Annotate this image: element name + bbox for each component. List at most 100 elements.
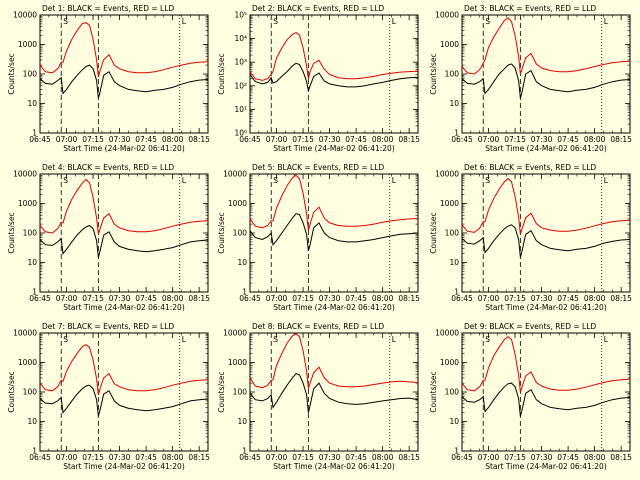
- y-tick-label: 10000: [435, 329, 459, 338]
- x-tick-label: 08:00: [372, 453, 394, 462]
- x-tick-label: 07:45: [557, 294, 579, 303]
- x-tick-label: 07:15: [504, 453, 526, 462]
- y-tick-label: 100: [445, 388, 460, 397]
- lld-series-line: [461, 336, 631, 393]
- y-tick-label: 100: [233, 229, 248, 238]
- plot-frame: [249, 173, 419, 293]
- x-tick-label: 08:15: [398, 294, 420, 303]
- y-tick-label: 1000: [18, 358, 37, 367]
- y-tick-label: 1000: [440, 199, 459, 208]
- panel-title: Det 5: BLACK = Events, RED = LLD: [252, 163, 384, 172]
- y-tick-label: 1000: [18, 40, 37, 49]
- time-marker-label: S: [63, 17, 68, 26]
- detector-panel: Det 3: BLACK = Events, RED = LLD 1 10 100 10…: [429, 4, 632, 153]
- x-tick-label: 08:15: [610, 135, 632, 144]
- x-axis-label: Start Time (24-Mar-02 06:41:20): [273, 462, 395, 471]
- x-tick-label: 06:45: [29, 294, 51, 303]
- x-tick-label: 08:00: [162, 453, 184, 462]
- lld-series-line: [249, 174, 419, 231]
- x-tick-label: 06:45: [451, 453, 473, 462]
- x-tick-label: 06:45: [239, 453, 261, 462]
- x-tick-label: 07:15: [292, 453, 314, 462]
- x-tick-label: 07:00: [56, 135, 78, 144]
- x-axis-label: Start Time (24-Mar-02 06:41:20): [485, 303, 607, 312]
- y-axis-label: Counts/sec: [217, 212, 226, 253]
- y-tick-label: 1000: [440, 358, 459, 367]
- y-axis-label: Counts/sec: [429, 371, 438, 412]
- events-series-line: [461, 382, 631, 417]
- lld-series-line: [461, 177, 631, 235]
- time-marker-label: S: [273, 17, 278, 26]
- y-tick-label: 1000: [228, 199, 247, 208]
- x-axis-label: Start Time (24-Mar-02 06:41:20): [485, 462, 607, 471]
- time-marker-label: L: [182, 17, 187, 26]
- time-marker-label: S: [485, 176, 490, 185]
- plot-frame: [39, 173, 209, 293]
- panel-title: Det 2: BLACK = Events, RED = LLD: [252, 4, 384, 13]
- x-tick-label: 07:00: [266, 294, 288, 303]
- x-tick-label: 07:30: [531, 135, 553, 144]
- events-series-line: [461, 63, 631, 99]
- y-tick-label: 10: [237, 417, 247, 426]
- lld-series-line: [461, 17, 631, 75]
- y-tick-label: 10⁰: [234, 129, 247, 138]
- x-axis-label: Start Time (24-Mar-02 06:41:20): [485, 144, 607, 153]
- y-tick-label: 1: [32, 129, 37, 138]
- y-axis-label: Counts/sec: [429, 212, 438, 253]
- y-tick-label: 10: [449, 99, 459, 108]
- x-tick-label: 08:00: [162, 294, 184, 303]
- y-tick-label: 1: [454, 447, 459, 456]
- y-axis-label: Counts/sec: [7, 212, 16, 253]
- plot-frame: [249, 14, 419, 134]
- time-marker-label: L: [392, 335, 397, 344]
- detector-panel: Det 1: BLACK = Events, RED = LLD 1 10 100 10…: [7, 4, 210, 153]
- x-tick-label: 07:15: [82, 453, 104, 462]
- time-marker-label: L: [392, 176, 397, 185]
- x-tick-label: 07:15: [82, 294, 104, 303]
- x-tick-label: 08:15: [188, 135, 210, 144]
- y-tick-label: 1000: [440, 40, 459, 49]
- x-tick-label: 06:45: [29, 453, 51, 462]
- y-axis-label: Counts/sec: [429, 53, 438, 94]
- plot-frame: [39, 332, 209, 452]
- y-tick-label: 10000: [223, 329, 247, 338]
- y-tick-label: 10²: [234, 81, 247, 90]
- y-tick-label: 10000: [223, 170, 247, 179]
- x-tick-label: 08:15: [188, 453, 210, 462]
- detector-panel: Det 5: BLACK = Events, RED = LLD 1 10 100 10…: [217, 163, 420, 312]
- x-tick-label: 07:00: [478, 294, 500, 303]
- x-tick-label: 08:00: [584, 294, 606, 303]
- x-tick-label: 07:45: [345, 453, 367, 462]
- x-tick-label: 07:30: [319, 135, 341, 144]
- x-tick-label: 07:00: [478, 135, 500, 144]
- lld-series-line: [39, 344, 209, 396]
- time-marker-label: L: [604, 17, 609, 26]
- time-marker-label: L: [604, 176, 609, 185]
- x-tick-label: 07:45: [557, 453, 579, 462]
- events-series-line: [249, 213, 419, 251]
- x-tick-label: 08:15: [398, 135, 420, 144]
- x-tick-label: 06:45: [451, 135, 473, 144]
- x-tick-label: 07:30: [531, 294, 553, 303]
- y-tick-label: 100: [233, 388, 248, 397]
- y-tick-label: 1000: [228, 358, 247, 367]
- x-tick-label: 07:45: [557, 135, 579, 144]
- y-tick-label: 1: [32, 447, 37, 456]
- y-tick-label: 10: [237, 258, 247, 267]
- x-tick-label: 08:00: [584, 135, 606, 144]
- time-marker-label: S: [63, 176, 68, 185]
- y-tick-label: 10⁵: [234, 11, 247, 20]
- y-tick-label: 10: [27, 417, 37, 426]
- x-tick-label: 08:15: [610, 453, 632, 462]
- events-series-line: [461, 224, 631, 258]
- y-tick-label: 100: [23, 229, 38, 238]
- y-tick-label: 10: [27, 258, 37, 267]
- y-tick-label: 10³: [234, 58, 247, 67]
- plot-frame: [249, 332, 419, 452]
- x-tick-label: 07:00: [266, 453, 288, 462]
- y-tick-label: 1: [32, 288, 37, 297]
- detector-panel: Det 7: BLACK = Events, RED = LLD 1 10 100 10…: [7, 322, 210, 471]
- panel-title: Det 4: BLACK = Events, RED = LLD: [42, 163, 174, 172]
- x-tick-label: 06:45: [239, 135, 261, 144]
